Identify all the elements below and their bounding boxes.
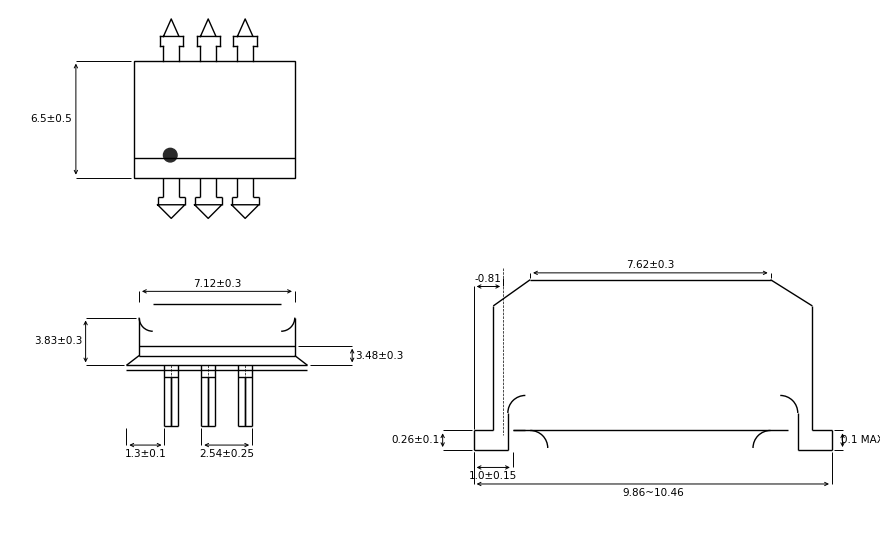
Circle shape (164, 148, 177, 162)
Bar (135, 61, 295, 177)
Text: 3.48±0.3: 3.48±0.3 (356, 351, 404, 361)
Text: 1.3±0.1: 1.3±0.1 (125, 449, 166, 459)
Text: 6.5±0.5: 6.5±0.5 (31, 114, 72, 124)
Text: 0.26±0.1: 0.26±0.1 (392, 435, 439, 445)
Text: 0.1 MAX: 0.1 MAX (840, 435, 880, 445)
Text: 9.86~10.46: 9.86~10.46 (622, 488, 684, 498)
Text: 1.0±0.15: 1.0±0.15 (469, 471, 517, 481)
Text: -0.81: -0.81 (475, 274, 502, 284)
Text: 7.62±0.3: 7.62±0.3 (627, 260, 675, 270)
Text: 7.12±0.3: 7.12±0.3 (193, 279, 241, 288)
Text: 3.83±0.3: 3.83±0.3 (34, 337, 83, 346)
Text: 2.54±0.25: 2.54±0.25 (199, 449, 254, 459)
